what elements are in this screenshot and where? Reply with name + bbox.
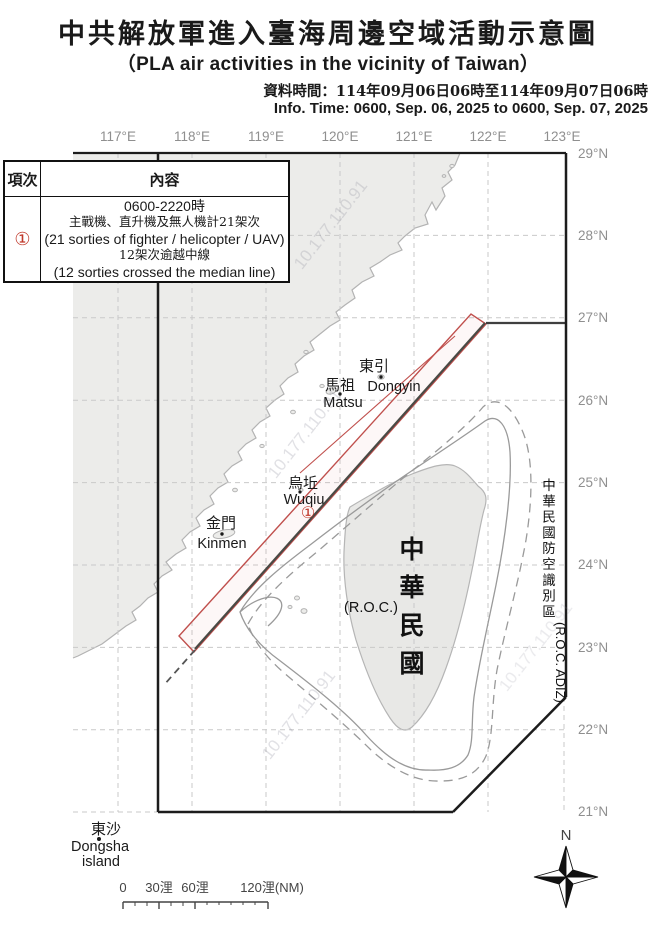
kinmen-label-zh: 金門 — [206, 514, 236, 532]
matsu-island — [325, 387, 337, 395]
median-line-dashed-extension — [163, 649, 196, 686]
place-labels: 東引 Dongyin 馬祖 Matsu 烏坵 Wuqiu ① 金門 Kinmen… — [71, 357, 421, 870]
lon-label: 121°E — [396, 129, 433, 144]
lat-label: 28°N — [578, 228, 608, 243]
taiwan-contour-rings — [239, 401, 532, 782]
page-title: 中共解放軍進入臺海周邊空域活動示意圖 — [58, 19, 598, 50]
outer-dashed-ring — [247, 401, 532, 782]
lon-label: 119°E — [248, 129, 284, 144]
offshore-islands — [212, 163, 455, 614]
dongsha-label-en2: island — [82, 854, 120, 870]
page-subtitle: （PLA air activities in the vicinity of T… — [116, 54, 540, 75]
lat-label: 27°N — [578, 310, 608, 325]
median-line-diagonal — [194, 322, 486, 650]
sortie-count-zh: 主戰機、直升機及無人機計21架次 — [69, 214, 260, 230]
matsu-label-zh: 馬祖 — [325, 376, 355, 394]
taiwan-island — [343, 463, 487, 731]
lat-label: 29°N — [578, 146, 608, 161]
dongyin-label-en: Dongyin — [367, 379, 420, 395]
latitude-labels: 29°N 28°N 27°N 26°N 25°N 24°N 23°N 22°N … — [578, 146, 608, 819]
lat-label: 24°N — [578, 557, 608, 572]
item-number-badge: ① — [5, 197, 41, 281]
adiz-label-en: (R.O.C. ADIZ) — [553, 622, 568, 703]
wuqiu-label-en: Wuqiu — [284, 492, 325, 508]
corridor-inner-line — [299, 335, 456, 474]
scale-60: 60浬 — [181, 880, 208, 895]
inner-solid-ring — [239, 418, 511, 771]
dongyin-dot — [379, 375, 383, 379]
kinmen-dot — [220, 532, 224, 536]
median-crossing-en: (12 sorties crossed the median line) — [53, 263, 276, 280]
lat-label: 23°N — [578, 640, 608, 655]
sortie-details-cell: 0600-2220時 主戰機、直升機及無人機計21架次 (21 sorties … — [41, 197, 288, 281]
lat-label: 22°N — [578, 722, 608, 737]
taiwan-roc-label: (R.O.C.) — [344, 600, 398, 616]
col-header-content: 內容 — [149, 170, 180, 189]
dongsha-dot — [97, 837, 101, 841]
kinmen-island — [212, 528, 236, 540]
scale-0: 0 — [119, 880, 126, 895]
penghu-islands — [294, 595, 300, 601]
lon-label: 118°E — [174, 129, 210, 144]
lat-label: 21°N — [578, 804, 608, 819]
sortie-count-en: (21 sorties of fighter / helicopter / UA… — [44, 230, 285, 247]
lon-label: 123°E — [544, 129, 581, 144]
lon-label: 122°E — [470, 129, 507, 144]
adiz-label-zh: 中華民國防空識別區 — [542, 478, 556, 620]
matsu-dot — [338, 392, 342, 396]
wuqiu-dot — [298, 490, 302, 494]
taiwan-name-vertical: 中華民國 — [399, 535, 424, 678]
dongsha-label-zh: 東沙 — [91, 820, 121, 838]
lon-label: 120°E — [322, 129, 359, 144]
matsu-label-en: Matsu — [323, 395, 363, 411]
adiz-southeast-diagonal — [452, 696, 567, 813]
sortie-time: 0600-2220時 — [124, 197, 205, 214]
taiwan-labels: 中華民國 (R.O.C.) — [344, 535, 424, 678]
scale-bar: 0 30浬 60浬 120浬(NM) — [119, 880, 304, 909]
median-crossing-zh: 12架次逾越中線 — [119, 247, 210, 263]
lat-label: 26°N — [578, 393, 608, 408]
table-data-row: ① 0600-2220時 主戰機、直升機及無人機計21架次 (21 sortie… — [5, 197, 288, 281]
kinmen-label-en: Kinmen — [197, 536, 246, 552]
scale-30: 30浬 — [145, 880, 172, 895]
sortie-info-table: 項次 內容 ① 0600-2220時 主戰機、直升機及無人機計21架次 (21 … — [3, 160, 290, 283]
adiz-label: 中華民國防空識別區 (R.O.C. ADIZ) — [542, 478, 568, 703]
col-header-item: 項次 — [5, 162, 41, 196]
watermark-text: 10.177.110.91 — [258, 666, 339, 762]
dongsha-label-en1: Dongsha — [71, 839, 130, 855]
compass-n-label: N — [561, 827, 572, 844]
wuqiu-label-zh: 烏坵 — [288, 474, 318, 492]
activity-corridor — [163, 313, 566, 686]
lat-label: 25°N — [578, 475, 608, 490]
wuqiu-sortie-marker: ① — [301, 505, 315, 522]
compass-rose-icon: N — [533, 827, 599, 909]
table-header-row: 項次 內容 — [5, 162, 288, 197]
dongyin-label-zh: 東引 — [359, 357, 389, 375]
data-time-en: Info. Time: 0600, Sep. 06, 2025 to 0600,… — [273, 100, 648, 117]
data-time-zh: 資料時間：114年09月06日06時至114年09月07日06時 — [263, 83, 648, 100]
scale-120: 120浬(NM) — [240, 880, 304, 895]
lon-label: 117°E — [100, 129, 136, 144]
longitude-labels: 117°E 118°E 119°E 120°E 121°E 122°E 123°… — [100, 129, 580, 144]
